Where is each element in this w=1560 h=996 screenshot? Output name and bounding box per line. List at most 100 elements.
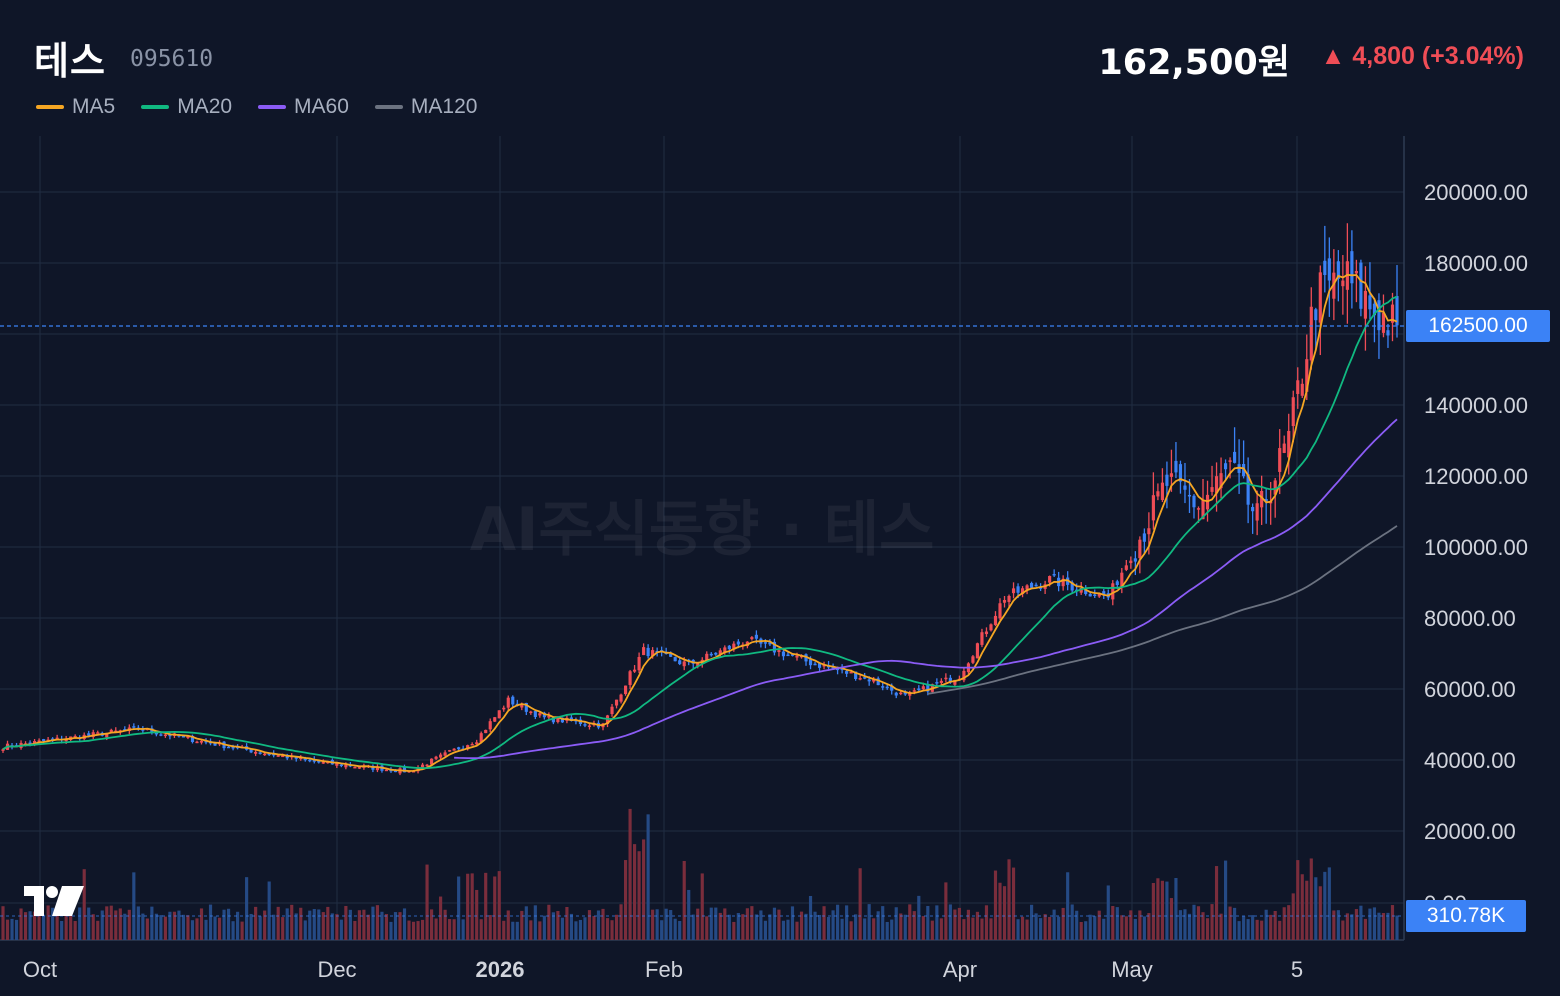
- volume-bar: [678, 921, 682, 940]
- volume-bar: [1327, 867, 1331, 940]
- candle-body: [1183, 485, 1187, 490]
- volume-bar: [461, 919, 465, 940]
- volume-bar: [1183, 909, 1187, 940]
- volume-bar: [339, 919, 343, 940]
- ma120-line: [927, 525, 1398, 695]
- legend-ma120[interactable]: MA120: [374, 93, 477, 121]
- candle-body: [493, 717, 497, 722]
- candle-body: [1034, 584, 1038, 587]
- candle-body: [1300, 383, 1304, 396]
- candle-body: [736, 641, 740, 645]
- candle-body: [1210, 487, 1214, 492]
- legend-ma20[interactable]: MA20: [141, 93, 232, 121]
- volume-bar: [1025, 919, 1029, 940]
- candle-body: [1084, 589, 1088, 595]
- volume-bar: [1169, 898, 1174, 940]
- volume-bar: [195, 918, 199, 940]
- volume-bar: [411, 921, 416, 940]
- volume-bar: [1111, 905, 1115, 940]
- moving-averages: [2, 273, 1398, 772]
- volume-bar: [831, 910, 835, 940]
- y-tick-label: 40000.00: [1424, 748, 1516, 773]
- candle-body: [51, 738, 55, 741]
- candle-body: [73, 735, 77, 738]
- volume-bar: [894, 907, 898, 940]
- candle-body: [1260, 490, 1264, 508]
- candle-body: [984, 631, 989, 635]
- candle-body: [1165, 474, 1169, 486]
- volume-bar: [533, 905, 537, 940]
- candle-body: [646, 647, 650, 657]
- volume-bar: [1296, 860, 1300, 940]
- volume-bar: [276, 906, 280, 940]
- volume-bar: [344, 905, 348, 940]
- tradingview-logo-icon[interactable]: [22, 884, 86, 918]
- candle-body: [817, 663, 822, 668]
- candle-body: [195, 741, 199, 744]
- volume-bar: [371, 906, 375, 940]
- volume-bar: [91, 914, 95, 940]
- volume-bar: [353, 920, 357, 940]
- candle-body: [1386, 330, 1390, 336]
- volume-bar: [993, 870, 998, 940]
- volume-bar: [55, 909, 59, 940]
- candle-body: [1178, 464, 1183, 482]
- volume-bar: [1264, 909, 1268, 940]
- legend-ma60-label: MA60: [294, 95, 349, 118]
- y-tick-label: 20000.00: [1424, 819, 1516, 844]
- volume-bar: [1097, 910, 1101, 940]
- volume-bar: [236, 911, 240, 940]
- volume-bar: [1196, 906, 1201, 940]
- candle-body: [547, 715, 551, 718]
- x-tick-label: Dec: [317, 957, 356, 982]
- candle-body: [1016, 586, 1020, 593]
- volume-bar: [538, 921, 542, 940]
- candle-body: [1327, 258, 1331, 281]
- volume-bar: [881, 906, 885, 940]
- candle-body: [533, 710, 537, 717]
- volume-bar: [1395, 915, 1399, 940]
- volume-bar: [867, 904, 871, 940]
- candle-body: [678, 660, 682, 665]
- volume-bar: [655, 909, 659, 940]
- volume-bar: [845, 905, 849, 940]
- volume-bar: [619, 904, 623, 940]
- volume-bar: [1070, 904, 1074, 940]
- candle-body: [714, 652, 718, 655]
- candle-body: [1246, 474, 1250, 505]
- candle-body: [998, 603, 1002, 619]
- volume-bar: [1282, 907, 1286, 940]
- candle-body: [1079, 587, 1083, 593]
- volume-bar: [1278, 920, 1282, 940]
- volume-bar: [1260, 920, 1264, 940]
- candle-body: [420, 764, 425, 768]
- legend-ma5[interactable]: MA5: [36, 93, 115, 121]
- volume-bar: [623, 860, 628, 940]
- volume-bar: [398, 912, 402, 940]
- volume-bar: [466, 873, 470, 940]
- x-tick-label: Feb: [645, 957, 683, 982]
- volume-bar: [429, 909, 434, 940]
- candle-body: [1336, 261, 1340, 279]
- candle-body: [163, 734, 167, 737]
- volume-bar: [637, 851, 641, 940]
- volume-bar: [646, 814, 650, 940]
- volume-bar: [393, 912, 398, 940]
- candle-body: [1115, 581, 1119, 586]
- candle-body: [1142, 533, 1146, 542]
- volume-bar: [727, 914, 731, 940]
- volume-bar: [750, 906, 754, 940]
- volume-bar: [1052, 909, 1056, 940]
- candle-body: [872, 679, 876, 682]
- candle-body: [587, 725, 592, 727]
- candle-body: [840, 668, 844, 671]
- candle-body: [921, 686, 925, 690]
- volume-bar: [245, 877, 249, 940]
- volume-bar: [303, 920, 307, 940]
- legend-ma60[interactable]: MA60: [258, 93, 349, 121]
- candle-body: [781, 651, 786, 657]
- candle-body: [637, 656, 641, 671]
- candle-body: [1219, 473, 1223, 489]
- candle-body: [551, 717, 555, 723]
